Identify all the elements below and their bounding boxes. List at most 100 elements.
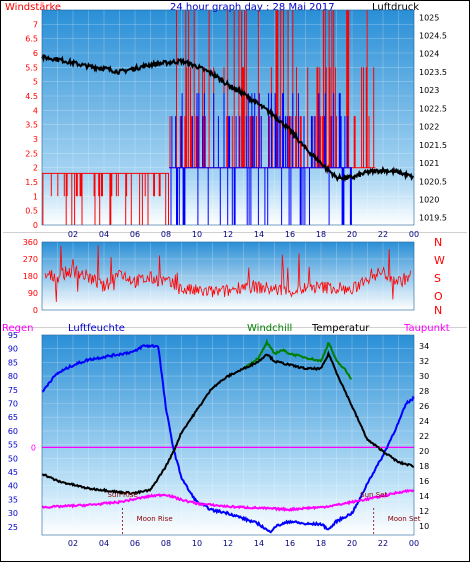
top-x-tick-label-8: 18: [316, 230, 326, 239]
legend-temperatur: Temperatur: [311, 323, 370, 334]
humidity-tick-label-5: 50: [8, 454, 18, 463]
left-tick-label-1: 0.5: [25, 207, 38, 216]
series-luftfeuchte: [41, 344, 415, 534]
compass-label-2: S: [434, 272, 441, 285]
top-x-tick-label-5: 12: [223, 230, 233, 239]
series-pressure: [41, 54, 415, 183]
bottom-x-tick-label-3: 08: [161, 539, 171, 548]
bottom-x-tick-label-1: 04: [99, 539, 109, 548]
legend-luftfeuchte: Luftfeuchte: [68, 323, 125, 334]
left-tick-label-8: 4: [33, 106, 38, 115]
top-x-tick-label-7: 16: [285, 230, 295, 239]
compass-label-1: W: [434, 254, 445, 267]
bottom-x-tick-label-10: 22: [378, 539, 388, 548]
humidity-tick-label-7: 60: [8, 427, 18, 436]
annotation-2: Sun Set: [360, 491, 387, 499]
temp-tick-label-8: 26: [419, 402, 429, 411]
humidity-tick-label-14: 95: [8, 331, 18, 340]
right-tick-label-4: 1021.5: [419, 141, 447, 150]
legend-windchill: Windchill: [247, 323, 292, 334]
humidity-tick-label-4: 45: [8, 468, 18, 477]
rain-zero-label: 0: [31, 443, 36, 452]
humidity-tick-label-9: 70: [8, 399, 18, 408]
legend-regen: Regen: [2, 323, 34, 334]
right-tick-label-9: 1024: [419, 50, 439, 59]
left-tick-label-6: 3: [33, 135, 38, 144]
humidity-tick-label-1: 30: [8, 509, 18, 518]
top-x-tick-label-9: 20: [347, 230, 357, 239]
left-tick-label-14: 7: [33, 20, 38, 29]
right-tick-label-0: 1019.5: [419, 214, 447, 223]
panel-border-0: [41, 9, 415, 226]
compass-label-0: N: [434, 236, 442, 249]
bottom-x-tick-label-2: 06: [130, 539, 140, 548]
left-tick-label-12: 6: [33, 49, 38, 58]
bottom-x-tick-label-8: 18: [316, 539, 326, 548]
temp-tick-label-10: 30: [419, 372, 429, 381]
left-tick-label-0: 0: [33, 221, 38, 230]
series-temperatur: [41, 350, 414, 496]
series-wind_gust-segment-0: [42, 172, 170, 225]
bottom-x-tick-label-0: 02: [68, 539, 78, 548]
top-x-tick-label-10: 22: [378, 230, 388, 239]
temp-tick-label-2: 14: [419, 492, 429, 501]
bottom-x-tick-label-6: 14: [254, 539, 264, 548]
panel-wind-direction: [42, 242, 414, 310]
top-x-tick-label-4: 10: [192, 230, 202, 239]
right-axis-label-luftdruck: Luftdruck: [372, 2, 419, 13]
annotation-0: Sun Rise: [107, 491, 137, 499]
right-tick-label-6: 1022.5: [419, 104, 447, 113]
left-tick-label-5: 2.5: [25, 149, 38, 158]
right-tick-label-11: 1025: [419, 13, 439, 22]
temp-tick-label-9: 28: [419, 387, 429, 396]
panel-border-2: [41, 334, 415, 536]
dir-tick-label-0: 0: [33, 306, 38, 315]
left-tick-label-7: 3.5: [25, 121, 38, 130]
right-tick-label-7: 1023: [419, 86, 439, 95]
bottom-x-tick-label-11: 00: [409, 539, 419, 548]
annotation-1: Moon Rise: [137, 515, 173, 523]
humidity-tick-label-8: 65: [8, 413, 18, 422]
dir-tick-label-4: 360: [23, 238, 38, 247]
right-tick-label-5: 1022: [419, 123, 439, 132]
temp-tick-label-6: 22: [419, 432, 429, 441]
annotation-3: Moon Set: [388, 515, 421, 523]
left-tick-label-13: 6.5: [25, 35, 38, 44]
dir-tick-label-3: 270: [23, 255, 38, 264]
temp-tick-label-4: 18: [419, 462, 429, 471]
panel-border-1: [41, 241, 415, 311]
top-x-tick-label-11: 00: [409, 230, 419, 239]
series-taupunkt: [41, 488, 415, 512]
humidity-tick-label-12: 85: [8, 358, 18, 367]
left-tick-label-9: 4.5: [25, 92, 38, 101]
temp-tick-label-3: 16: [419, 477, 429, 486]
left-tick-label-2: 1: [33, 192, 38, 201]
dir-tick-label-2: 180: [23, 272, 38, 281]
left-tick-label-4: 2: [33, 164, 38, 173]
temp-tick-label-1: 12: [419, 507, 429, 516]
top-x-tick-label-2: 06: [130, 230, 140, 239]
temp-tick-label-11: 32: [419, 357, 429, 366]
right-tick-label-1: 1020: [419, 195, 439, 204]
humidity-tick-label-10: 75: [8, 386, 18, 395]
temp-tick-label-12: 34: [419, 342, 429, 351]
left-tick-label-10: 5: [33, 78, 38, 87]
top-x-tick-label-0: 02: [68, 230, 78, 239]
right-tick-label-2: 1020.5: [419, 177, 447, 186]
temp-tick-label-0: 10: [419, 522, 429, 531]
series-wind_direction: [44, 245, 411, 303]
left-tick-label-11: 5.5: [25, 63, 38, 72]
bottom-x-tick-label-4: 10: [192, 539, 202, 548]
legend-taupunkt: Taupunkt: [403, 323, 450, 334]
dir-tick-label-1: 90: [28, 289, 38, 298]
bottom-x-tick-label-7: 16: [285, 539, 295, 548]
compass-label-4: N: [434, 304, 442, 317]
humidity-tick-label-3: 40: [8, 482, 18, 491]
top-x-tick-label-1: 04: [99, 230, 109, 239]
right-tick-label-8: 1023.5: [419, 68, 447, 77]
top-x-tick-label-6: 14: [254, 230, 264, 239]
bottom-x-tick-label-9: 20: [347, 539, 357, 548]
humidity-tick-label-2: 35: [8, 495, 18, 504]
